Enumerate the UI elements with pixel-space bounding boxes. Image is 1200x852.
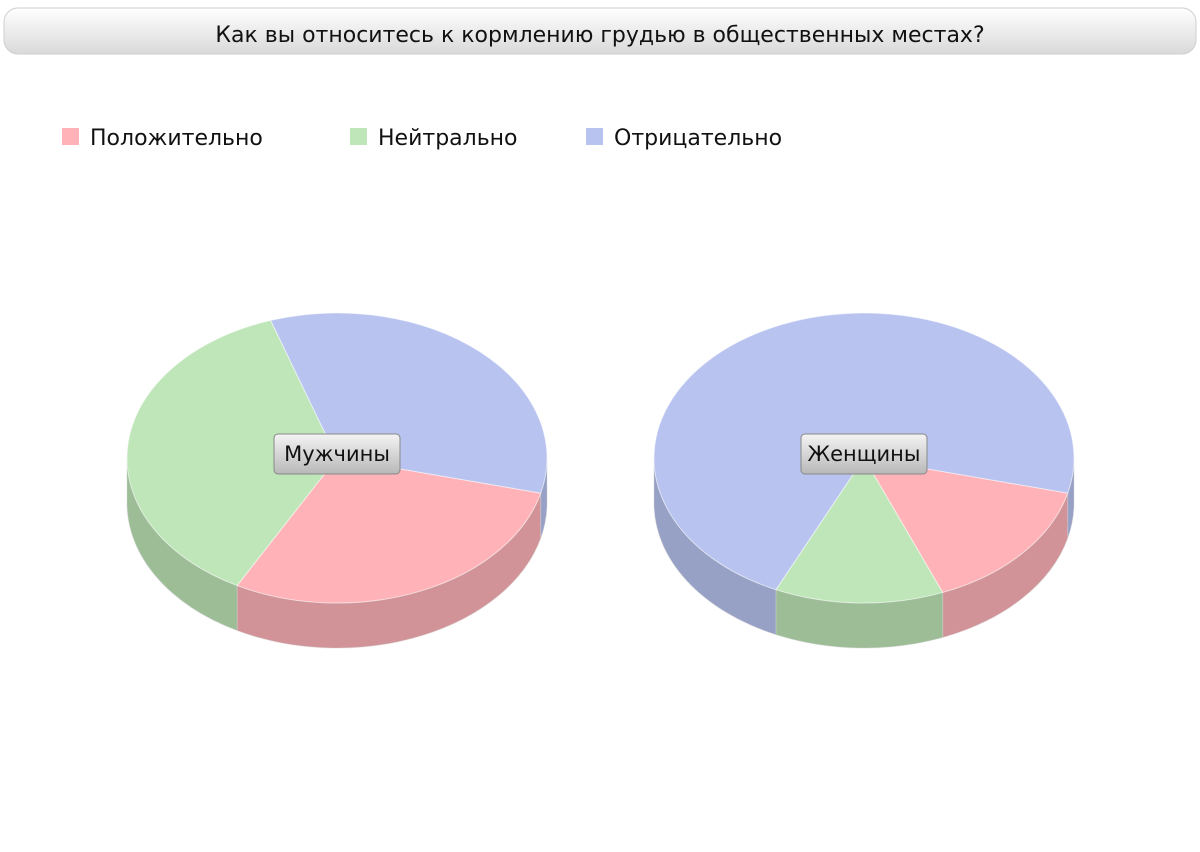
- chart-title: Как вы относитесь к кормлению грудью в о…: [215, 23, 984, 48]
- pie-slice: [126, 319, 338, 587]
- legend-swatch: [586, 128, 603, 145]
- legend-label: Положительно: [90, 126, 263, 151]
- pie-label-box: [800, 433, 928, 475]
- legend-label: Нейтрально: [378, 126, 518, 151]
- pie-slice: [236, 457, 542, 604]
- pie-slice: [863, 457, 1069, 594]
- pie-label: Мужчины: [284, 442, 390, 466]
- pie-tops: [126, 312, 1075, 604]
- legend-swatch: [62, 128, 79, 145]
- pie-labels: Мужчины Женщины: [273, 433, 928, 475]
- legend-label: Отрицательно: [614, 126, 782, 151]
- legend-swatch: [350, 128, 367, 145]
- pie-label-box: [273, 433, 401, 475]
- pie-slice: [775, 457, 944, 604]
- header-bar: [3, 7, 1197, 55]
- legend: Положительно Нейтрально Отрицательно: [62, 126, 782, 151]
- pie-label: Женщины: [807, 442, 920, 466]
